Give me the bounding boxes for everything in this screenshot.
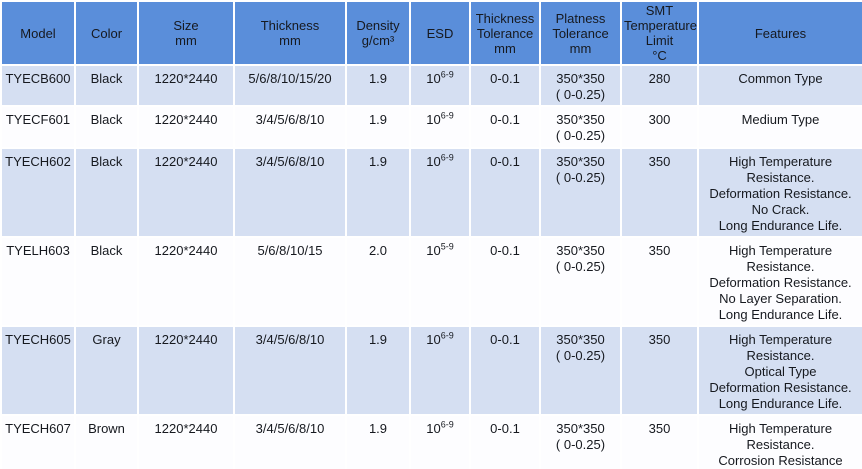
table-row: TYECH605 Gray 1220*2440 3/4/5/6/8/10 1.9 106-… [0,325,862,416]
column-header-thickness-tolerance: Thickness Tolerance mm [469,0,541,66]
cell-color: Black [74,147,139,238]
cell-features: Common Type [697,64,862,107]
cell-density: 1.9 [345,147,411,238]
cell-model: TYECF601 [0,105,76,149]
superscript-exponent: 6-9 [440,69,454,80]
cell-model: TYECH602 [0,147,76,238]
cell-color: Gray [74,325,139,416]
cell-size: 1220*2440 [137,236,235,327]
cell-model: TYECH607 [0,414,76,469]
cell-density: 1.9 [345,105,411,149]
cell-color: Black [74,236,139,327]
cell-density: 1.9 [345,64,411,107]
column-header-esd: ESD [409,0,471,66]
cell-smt-limit: 280 [620,64,699,107]
cell-features: High Temperature Resistance. Deformation R… [697,147,862,238]
cell-size: 1220*2440 [137,414,235,469]
cell-density: 1.9 [345,325,411,416]
cell-platness-tolerance: 350*350( 0-0.25) [539,147,622,238]
cell-esd: 106-9 [409,325,471,416]
cell-thickness-tolerance: 0-0.1 [469,414,541,469]
cell-density: 2.0 [345,236,411,327]
cell-model: TYECB600 [0,64,76,107]
cell-features: High Temperature Resistance. Corrosion Res… [697,414,862,469]
cell-color: Black [74,105,139,149]
cell-size: 1220*2440 [137,325,235,416]
cell-size: 1220*2440 [137,64,235,107]
cell-esd: 106-9 [409,414,471,469]
cell-thickness: 5/6/8/10/15 [233,236,347,327]
superscript-exponent: 5-9 [440,241,454,252]
cell-thickness: 3/4/5/6/8/10 [233,414,347,469]
cell-smt-limit: 350 [620,236,699,327]
superscript-exponent: 6-9 [440,419,454,430]
cell-thickness-tolerance: 0-0.1 [469,64,541,107]
cell-thickness: 3/4/5/6/8/10 [233,325,347,416]
superscript-exponent: 6-9 [440,152,454,163]
cell-thickness-tolerance: 0-0.1 [469,147,541,238]
cell-thickness-tolerance: 0-0.1 [469,236,541,327]
column-header-platness-tolerance: Platness Tolerance mm [539,0,622,66]
table-header: Model Color Size mm Thickness mm Density g/cm³ E… [0,0,862,66]
cell-thickness: 5/6/8/10/15/20 [233,64,347,107]
cell-platness-tolerance: 350*350( 0-0.25) [539,105,622,149]
column-header-density: Density g/cm³ [345,0,411,66]
superscript-exponent: 6-9 [440,330,454,341]
table-row: TYECH607 Brown 1220*2440 3/4/5/6/8/10 1.9 106… [0,414,862,469]
cell-platness-tolerance: 350*350( 0-0.25) [539,325,622,416]
column-header-color: Color [74,0,139,66]
cell-platness-tolerance: 350*350( 0-0.25) [539,236,622,327]
column-header-model: Model [0,0,76,66]
cell-size: 1220*2440 [137,105,235,149]
cell-features: High Temperature Resistance. Optical Type D… [697,325,862,416]
cell-smt-limit: 350 [620,414,699,469]
cell-smt-limit: 350 [620,325,699,416]
cell-color: Brown [74,414,139,469]
column-header-size: Size mm [137,0,235,66]
cell-platness-tolerance: 350*350( 0-0.25) [539,414,622,469]
cell-thickness: 3/4/5/6/8/10 [233,147,347,238]
table-row: TYELH603 Black 1220*2440 5/6/8/10/15 2.0 105-… [0,236,862,327]
column-header-smt-limit: SMT Temperature Limit °C [620,0,699,66]
cell-esd: 106-9 [409,147,471,238]
cell-color: Black [74,64,139,107]
cell-model: TYECH605 [0,325,76,416]
cell-esd: 106-9 [409,64,471,107]
header-row: Model Color Size mm Thickness mm Density g/cm³ E… [0,0,862,66]
cell-smt-limit: 350 [620,147,699,238]
cell-model: TYELH603 [0,236,76,327]
table-row: TYECB600 Black 1220*2440 5/6/8/10/15/20 1.9 1… [0,64,862,107]
cell-esd: 105-9 [409,236,471,327]
cell-features: Medium Type [697,105,862,149]
column-header-thickness: Thickness mm [233,0,347,66]
cell-thickness-tolerance: 0-0.1 [469,325,541,416]
table-row: TYECF601 Black 1220*2440 3/4/5/6/8/10 1.9 106… [0,105,862,149]
cell-smt-limit: 300 [620,105,699,149]
cell-density: 1.9 [345,414,411,469]
cell-platness-tolerance: 350*350( 0-0.25) [539,64,622,107]
cell-esd: 106-9 [409,105,471,149]
column-header-features: Features [697,0,862,66]
cell-features: High Temperature Resistance. Deformation R… [697,236,862,327]
cell-thickness: 3/4/5/6/8/10 [233,105,347,149]
table-body: TYECB600 Black 1220*2440 5/6/8/10/15/20 1.9 1… [0,64,862,469]
superscript-exponent: 6-9 [440,110,454,121]
table-row: TYECH602 Black 1220*2440 3/4/5/6/8/10 1.9 106… [0,147,862,238]
cell-thickness-tolerance: 0-0.1 [469,105,541,149]
cell-size: 1220*2440 [137,147,235,238]
